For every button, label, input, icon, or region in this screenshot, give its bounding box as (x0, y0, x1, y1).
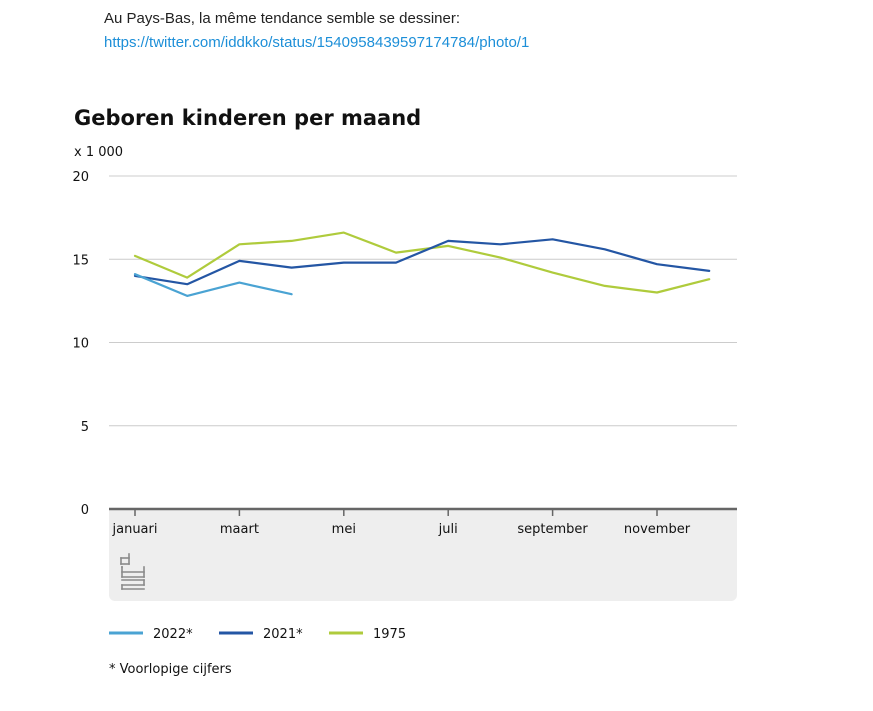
x-tick-label-juli: juli (438, 522, 458, 537)
y-tick-label-10: 10 (72, 337, 89, 352)
x-axis-band (109, 509, 737, 601)
x-tick-label-november: november (624, 522, 691, 537)
x-tick-label-januari: januari (112, 522, 158, 537)
series-2022-line (133, 273, 293, 297)
y-tick-label-15: 15 (72, 253, 89, 268)
x-tick-label-maart: maart (220, 522, 259, 537)
footnote: * Voorlopige cijfers (109, 662, 232, 677)
chart-title: Geboren kinderen per maand (74, 106, 421, 130)
x-tick-label-september: september (517, 522, 588, 537)
chart-legend: 2022* 2021* 1975 (109, 627, 406, 642)
legend-2021-label: 2021* (263, 627, 303, 642)
x-axis-band-top (109, 509, 737, 517)
y-tick-label-5: 5 (81, 420, 89, 435)
legend-2022-label: 2022* (153, 627, 193, 642)
legend-1975-label: 1975 (373, 627, 406, 642)
cbs-logo (120, 553, 145, 590)
series-2021-line (133, 238, 711, 286)
intro-text-block: Au Pays-Bas, la même tendance semble se … (104, 7, 529, 55)
series-1975-line (133, 231, 711, 294)
x-tick-label-mei: mei (332, 522, 356, 537)
y-tick-label-0: 0 (81, 503, 89, 518)
y-unit-label: x 1 000 (74, 145, 123, 160)
intro-sentence: Au Pays-Bas, la même tendance semble se … (104, 10, 461, 27)
tweet-link[interactable]: https://twitter.com/iddkko/status/154095… (104, 34, 530, 51)
y-tick-label-20: 20 (72, 170, 89, 185)
